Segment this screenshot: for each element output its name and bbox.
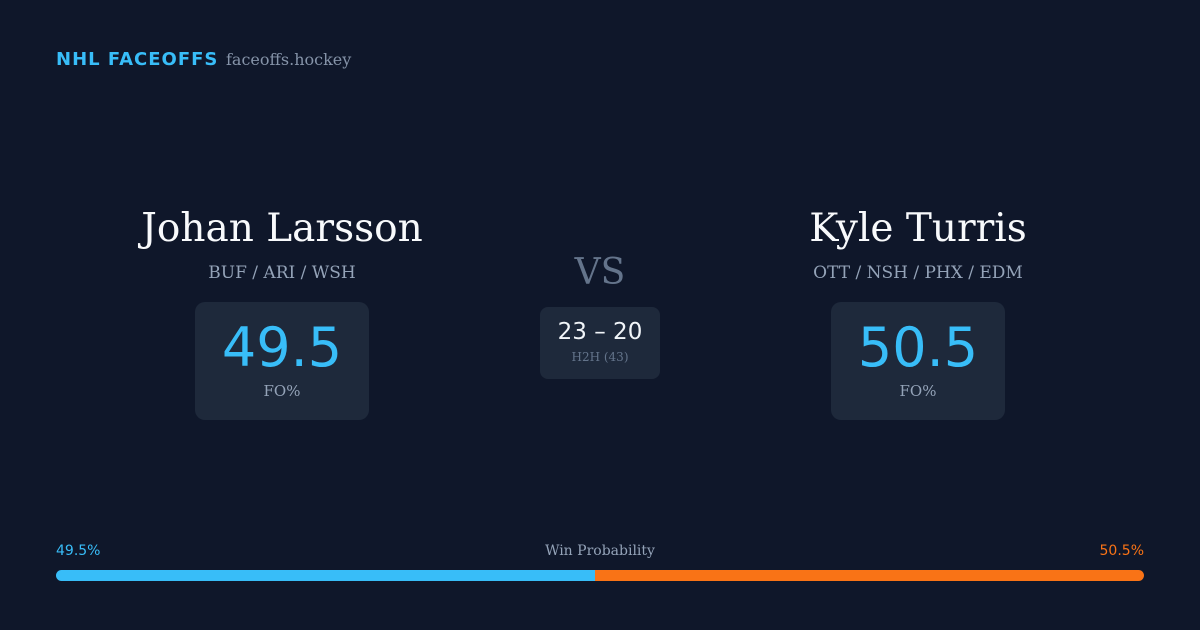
site-link[interactable]: faceoffs.hockey: [226, 50, 352, 69]
win-prob-segment: [56, 570, 595, 581]
win-prob-bar: [56, 570, 1144, 581]
vs-label: VS: [574, 252, 626, 293]
win-prob-segment: [594, 570, 1144, 581]
player-teams: OTT / NSH / PHX / EDM: [813, 263, 1023, 283]
win-prob-title: Win Probability: [545, 543, 655, 559]
player-name: Johan Larsson: [141, 206, 423, 251]
fo-value: 49.5: [221, 316, 343, 379]
h2h-score: 23 – 20: [557, 319, 643, 345]
win-prob-right: 50.5%: [1099, 543, 1144, 559]
fo-label: FO%: [263, 382, 301, 400]
fo-card: 49.5 FO%: [195, 302, 369, 420]
fo-card: 50.5 FO%: [831, 302, 1005, 420]
win-prob-left: 49.5%: [56, 543, 101, 559]
fo-value: 50.5: [857, 316, 979, 379]
brand[interactable]: NHL FACEOFFS: [56, 49, 219, 70]
h2h-card: 23 – 20 H2H (43): [540, 307, 660, 379]
fo-label: FO%: [899, 382, 937, 400]
player-name: Kyle Turris: [809, 206, 1027, 251]
h2h-label: H2H (43): [571, 350, 629, 364]
player-teams: BUF / ARI / WSH: [208, 263, 356, 283]
